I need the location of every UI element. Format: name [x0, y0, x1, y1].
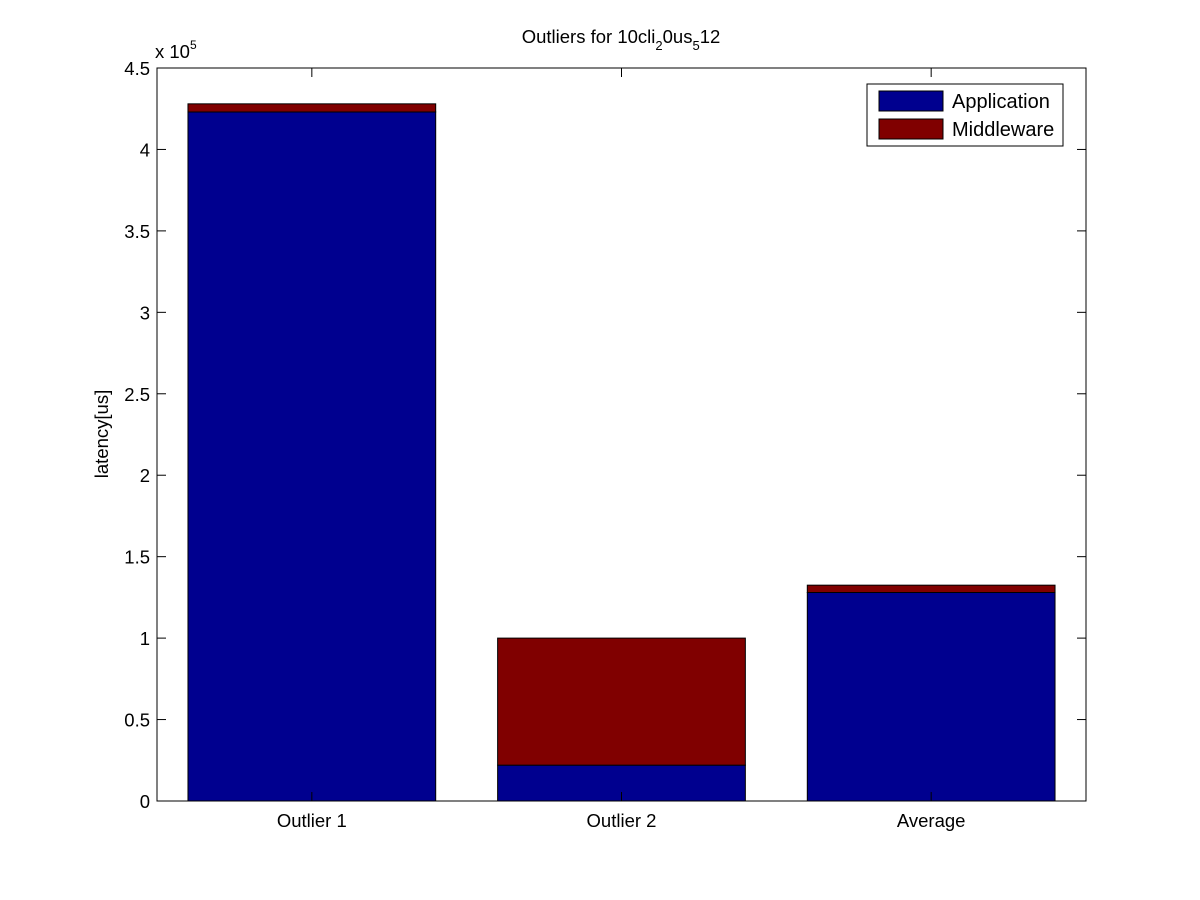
x-tick-label: Outlier 1	[277, 810, 347, 831]
y-tick-label: 3	[140, 302, 150, 323]
chart-title: Outliers for 10cli20us512	[522, 26, 721, 53]
y-tick-label: 3.5	[124, 221, 150, 242]
y-tick-label: 4	[140, 139, 150, 160]
legend-swatch-middleware	[878, 118, 944, 140]
legend-label-application: Application	[952, 91, 1050, 113]
y-tick-label: 1.5	[124, 547, 150, 568]
y-axis-label: latency[us]	[91, 390, 112, 478]
x-tick-label: Average	[897, 810, 966, 831]
y-tick-label: 4.5	[124, 58, 150, 79]
ticks-layer: Outlier 1 Outlier 2 Average 0 0.5 1 1.5 2 2.5 3 3.…	[124, 58, 1086, 831]
legend-swatch-application	[878, 90, 944, 112]
bar-application-average	[806, 592, 1056, 802]
legend: Application Middleware	[866, 83, 1064, 147]
legend-label-middleware: Middleware	[952, 119, 1054, 141]
y-tick-label: 1	[140, 628, 150, 649]
y-tick-label: 0	[140, 791, 150, 812]
bar-middleware-outlier-2	[497, 637, 746, 766]
plot-frame	[156, 67, 1087, 802]
bar-middleware-outlier-1	[187, 103, 437, 113]
y-axis-multiplier: x 105	[155, 38, 197, 62]
x-tick-label: Outlier 2	[587, 810, 657, 831]
y-tick-label: 2	[140, 465, 150, 486]
y-tick-label: 0.5	[124, 710, 150, 731]
bar-application-outlier-1	[187, 111, 437, 802]
y-tick-label: 2.5	[124, 384, 150, 405]
bar-middleware-average	[806, 584, 1056, 593]
